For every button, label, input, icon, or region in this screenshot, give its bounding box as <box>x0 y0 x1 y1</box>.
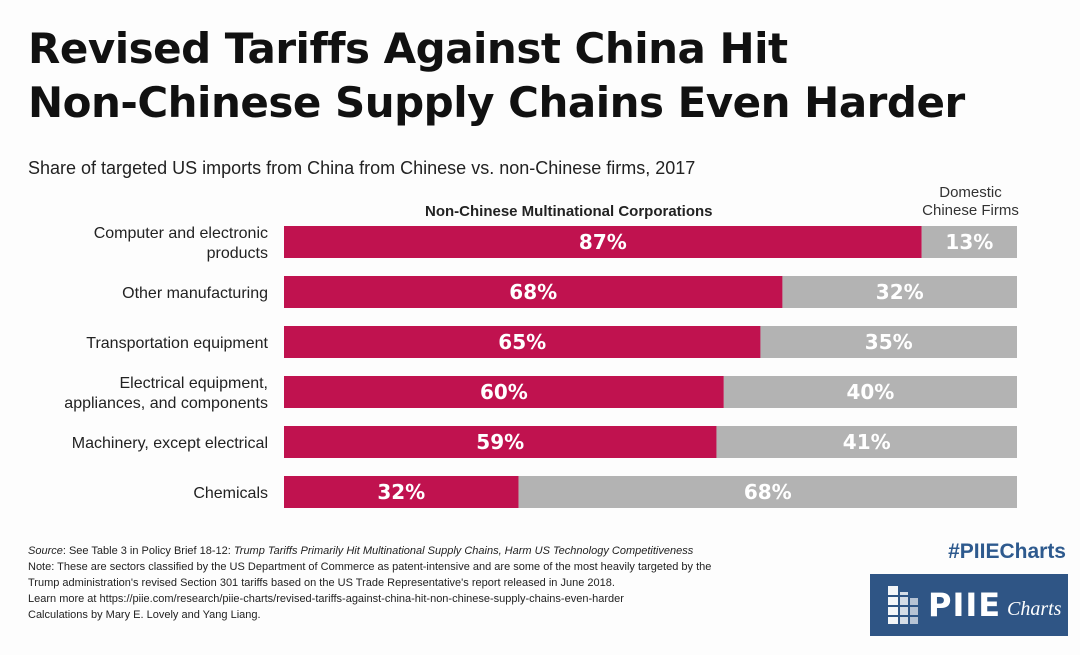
bar-value-label: 60% <box>480 380 528 404</box>
bar-segment-non-chinese <box>284 376 724 408</box>
source-note: Source: See Table 3 in Policy Brief 18-1… <box>28 543 848 559</box>
bar-value-label: 40% <box>846 380 894 404</box>
legend-domestic-line-1: Domestic <box>939 184 1002 201</box>
bar-segment-domestic <box>921 226 1017 258</box>
category-label-line: Machinery, except electrical <box>72 435 268 452</box>
bar-segment-non-chinese <box>284 326 761 358</box>
logo-text: PIIE <box>928 586 1002 624</box>
legend-domestic-line-2: Chinese Firms <box>922 202 1019 219</box>
bar-value-label: 13% <box>945 230 993 254</box>
bar-segment-domestic <box>760 326 1017 358</box>
chart-notes: Source: See Table 3 in Policy Brief 18-1… <box>28 543 848 623</box>
category-label: Computer and electronic products <box>94 225 268 262</box>
bar-value-label: 41% <box>843 430 891 454</box>
category-label-line: appliances, and components <box>64 395 268 412</box>
chart-subtitle: Share of targeted US imports from China … <box>28 158 696 178</box>
category-label-line: Chemicals <box>193 485 268 502</box>
bar-value-label: 35% <box>865 330 913 354</box>
category-label-line: Other manufacturing <box>122 285 268 302</box>
source-label: Source <box>28 545 63 557</box>
category-label: Electrical equipment, appliances, and com… <box>64 375 268 412</box>
bar-value-label: 59% <box>476 430 524 454</box>
learn-more-link[interactable]: Learn more at https://piie.com/research/… <box>28 593 624 605</box>
category-label: Transportation equipment <box>86 335 268 352</box>
bar-chart: Computer and electronic products 87% 13% Oth… <box>64 225 1017 508</box>
bar-segment-non-chinese <box>284 276 783 308</box>
bar-segment-domestic <box>716 426 1017 458</box>
bar-value-label: 32% <box>876 280 924 304</box>
category-label-line: Computer and electronic <box>94 225 268 242</box>
bar-value-label: 87% <box>579 230 627 254</box>
hashtag: #PIIECharts <box>948 540 1066 563</box>
bar-value-label: 68% <box>509 280 557 304</box>
source-title: Trump Tariffs Primarily Hit Multinationa… <box>233 545 694 557</box>
bar-segment-domestic <box>723 376 1017 408</box>
bar-segment-domestic <box>518 476 1017 508</box>
chart-title: Revised Tariffs Against China Hit Non-Ch… <box>28 22 1068 130</box>
category-label: Chemicals <box>193 485 268 502</box>
bar-segment-domestic <box>782 276 1017 308</box>
title-line-1: Revised Tariffs Against China Hit <box>28 24 788 73</box>
bar-value-label: 68% <box>744 480 792 504</box>
category-label: Machinery, except electrical <box>72 435 268 452</box>
bar-value-label: 32% <box>377 480 425 504</box>
note-line-1: Note: These are sectors classified by th… <box>28 561 712 573</box>
bar-segment-non-chinese <box>284 476 519 508</box>
building-icon <box>886 586 920 624</box>
note-line-2: Trump administration's revised Section 3… <box>28 577 615 589</box>
logo-subtext: Charts <box>1007 598 1062 620</box>
piie-logo: PIIE Charts <box>870 574 1068 636</box>
source-text: : See Table 3 in Policy Brief 18-12: <box>62 545 234 557</box>
category-label: Other manufacturing <box>122 285 268 302</box>
category-label-line: Transportation equipment <box>86 335 268 352</box>
legend-non-chinese: Non-Chinese Multinational Corporations <box>425 203 713 220</box>
legend-domestic: Domestic Chinese Firms <box>908 184 1033 220</box>
bar-segment-non-chinese <box>284 226 922 258</box>
title-line-2: Non-Chinese Supply Chains Even Harder <box>28 78 965 127</box>
bar-segment-non-chinese <box>284 426 717 458</box>
calculations-credit: Calculations by Mary E. Lovely and Yang … <box>28 609 261 621</box>
category-label-line: Electrical equipment, <box>119 375 268 392</box>
bar-value-label: 65% <box>498 330 546 354</box>
category-label-line: products <box>207 245 268 262</box>
